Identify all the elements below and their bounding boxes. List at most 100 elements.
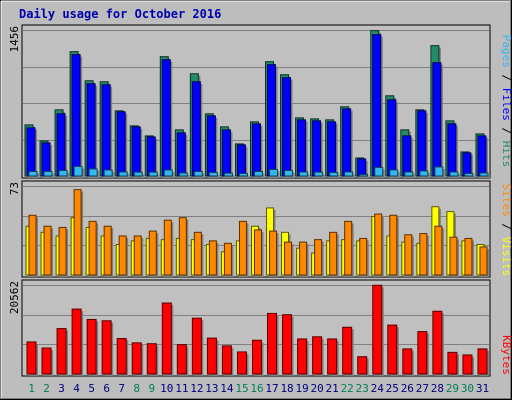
sites-bar [419,233,428,276]
x-axis-day-label: 20 [311,382,324,395]
bars-layer [23,30,490,376]
chart-title: Daily usage for October 2016 [19,7,221,21]
x-axis-day-label: 21 [326,382,339,395]
sites-bar [253,229,262,276]
visits-panel-max-tick: 73 [8,182,21,195]
sites-bar [43,225,52,276]
files-bar [56,113,66,177]
sites-bar [178,217,187,276]
files-bar [312,120,322,177]
sites-bar [359,237,368,276]
files-bar [116,111,126,177]
files-bar [101,84,111,177]
x-axis-day-label: 9 [148,382,155,395]
pages-bar [103,169,113,177]
pages-bar [344,171,354,177]
x-axis-day-label: 27 [416,382,429,395]
pages-bar [299,171,309,177]
files-bar [146,136,156,177]
sites-bar [148,230,157,276]
files-bar [161,59,171,177]
kbytes-bar [387,324,398,375]
pages-bar [419,170,429,177]
kbytes-bar [191,317,202,375]
sites-bar [389,214,398,276]
sites-bar [344,220,353,276]
pages-bar [28,170,38,177]
kbytes-bar [71,308,82,375]
legend-sites: Sites [500,184,512,217]
sites-bar [238,220,247,276]
kbytes-bar [86,318,97,375]
x-axis-day-label: 1 [28,382,35,395]
files-bar [447,123,457,177]
sites-bar [88,220,97,276]
pages-bar [58,169,68,177]
x-axis-day-label: 18 [280,382,293,395]
kbytes-bar [477,348,488,375]
legend-hits: Hits [500,141,512,168]
legend-kbytes: KBytes [500,335,512,375]
files-bar [462,152,472,177]
pages-bar [133,171,143,177]
kbytes-bar [312,336,323,375]
pages-bar [118,171,128,177]
x-axis-day-label: 17 [265,382,278,395]
kbytes-bar [206,337,217,375]
x-axis-day-label: 25 [386,382,399,395]
pages-bar [449,171,459,177]
pages-bar-shadow [241,175,250,178]
sites-bar [208,240,217,276]
x-axis-day-label: 23 [356,382,369,395]
files-bar [387,99,397,177]
sites-bar [464,237,473,276]
kbytes-bar [267,312,278,375]
legend-visits: Visits [500,237,512,277]
pages-bar [284,169,294,177]
sites-bar [314,239,323,276]
files-bar [221,129,231,177]
kbytes-bar [56,328,67,375]
x-axis-day-label: 5 [88,382,95,395]
sites-bar [118,235,127,276]
sites-bar [299,241,308,276]
pages-bar [389,169,399,177]
x-axis-day-label: 13 [205,382,218,395]
files-bar [402,135,412,177]
sites-bar [269,230,278,276]
hits-panel-max-tick: 1456 [8,26,21,53]
sites-bar [374,213,383,276]
visits-panel-legend: Sites / Visits [500,184,512,277]
x-axis-day-label: 28 [431,382,444,395]
x-axis-labels: 1 2 3 4 5 6 7 8 9 10 11 12 13 14 15 16 17 18 19 20 21 22 23 24 2… [28,382,489,395]
pages-bar [359,173,369,177]
x-axis-day-label: 15 [235,382,248,395]
files-bar [297,119,307,177]
files-bar [432,62,442,177]
kbytes-bar [462,354,473,375]
pages-bar-shadow [466,175,475,178]
kbytes-bar [297,338,308,375]
pages-bar [148,171,158,177]
x-axis-day-label: 31 [476,382,489,395]
sites-bar [103,225,112,276]
files-bar [26,127,36,177]
sites-bar [329,231,338,276]
kbytes-bar [357,356,368,375]
x-axis-day-label: 24 [371,382,385,395]
files-bar [267,64,277,177]
x-axis-day-label: 19 [295,382,308,395]
kbytes-bar [176,344,187,375]
pages-bar [253,170,263,177]
sites-bar [133,235,142,276]
pages-bar [163,169,173,177]
legend-pages: Pages [500,35,512,68]
pages-bar [329,171,339,177]
x-axis-day-label: 3 [58,382,65,395]
pages-bar [314,171,324,177]
pages-bar [479,172,489,177]
files-bar [342,108,352,177]
kbytes-bar [116,338,127,375]
x-axis-day-label: 6 [103,382,110,395]
